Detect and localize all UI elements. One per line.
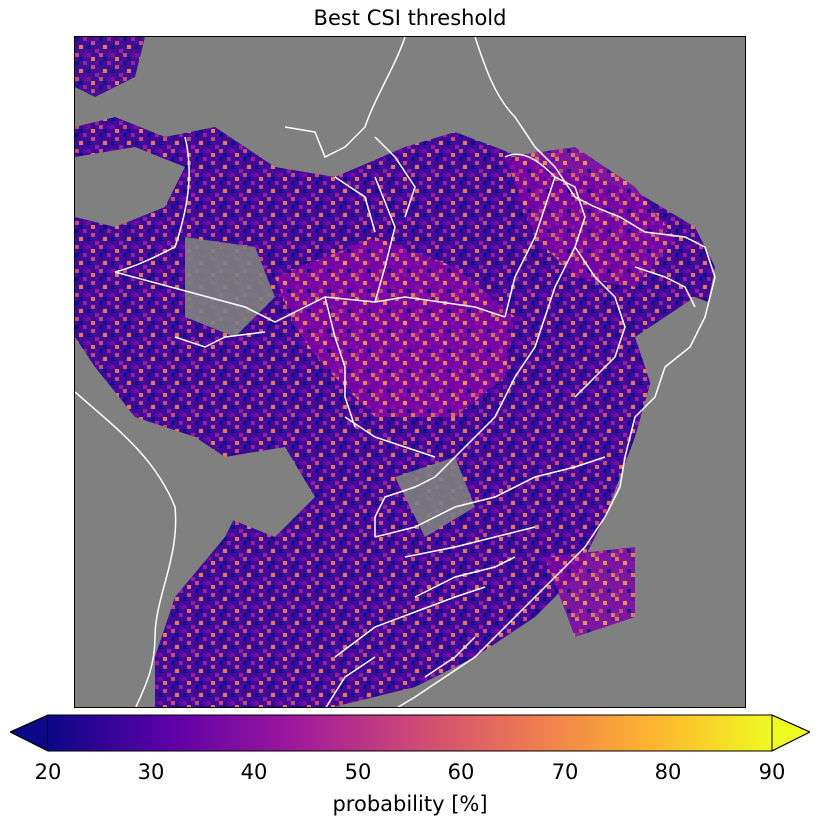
colorbar-tick-label: 30 [137,760,165,784]
boundary-lines [75,37,716,707]
colorbar-tick-label: 20 [34,760,62,784]
colorbar-tick-label: 60 [447,760,475,784]
colorbar-tick-label: 90 [758,760,786,784]
colorbar-tick-label: 80 [654,760,682,784]
colorbar-label: probability [%] [332,792,488,816]
map-title: Best CSI threshold [313,6,507,30]
probability-data-layer [75,37,745,707]
colorbar-extend-min [10,714,49,752]
colorbar-tick-label: 50 [344,760,372,784]
colorbar-extend-max [771,714,810,752]
colorbar-tick-label: 70 [551,760,579,784]
colorbar [10,714,810,752]
map-canvas [75,37,745,707]
colorbar-outline [10,714,810,752]
probability-map [74,36,746,708]
colorbar-gradient [48,715,772,751]
colorbar-tick-label: 40 [240,760,268,784]
